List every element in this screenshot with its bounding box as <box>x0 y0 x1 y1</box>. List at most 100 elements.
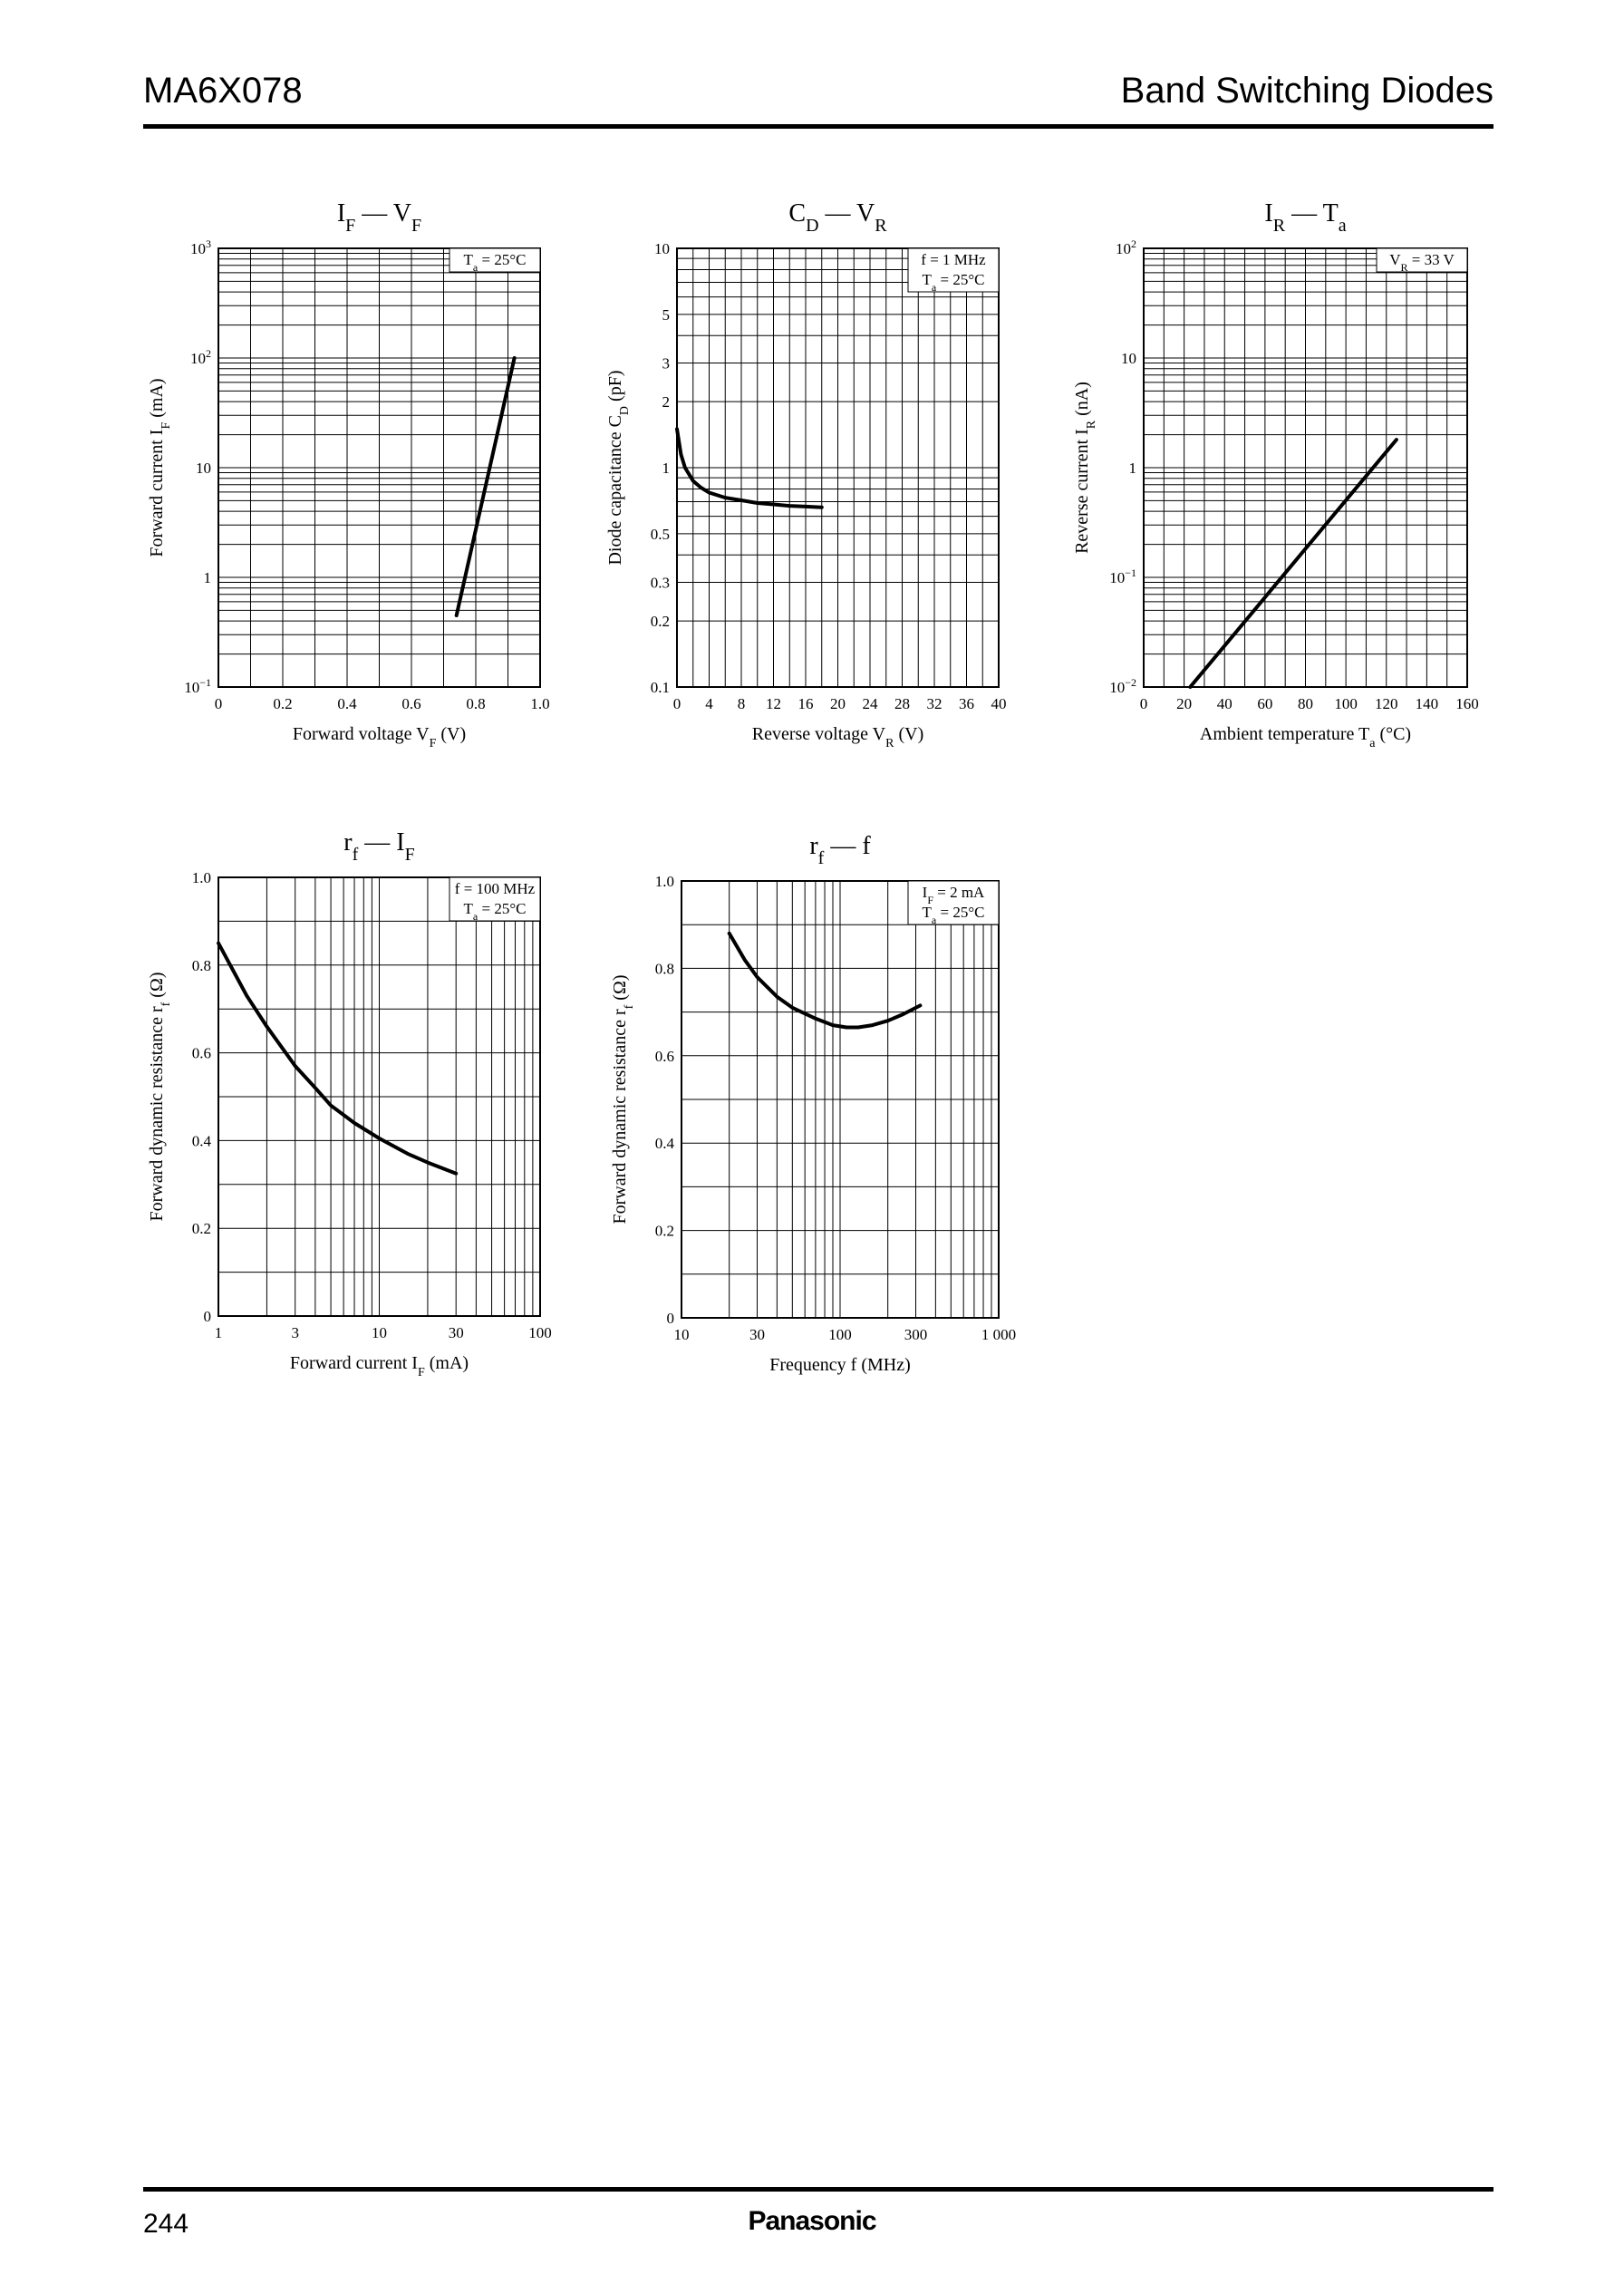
x-axis-label: Forward current IF (mA) <box>290 1353 469 1379</box>
condition-text: Ta = 25°C <box>923 904 985 926</box>
y-tick-label: 3 <box>662 355 671 373</box>
y-axis-label-text: Reverse current I <box>1072 429 1092 554</box>
y-axis-label-text: Forward dynamic resistance r <box>610 1009 630 1224</box>
x-tick-label: 100 <box>828 1326 852 1343</box>
plot-frame <box>1143 247 1468 688</box>
x-axis-label-sub: F <box>418 1366 425 1379</box>
x-axis-label-sub: R <box>885 737 894 750</box>
x-tick-text: 0 <box>1140 695 1148 712</box>
condition-value: = 33 V <box>1407 251 1455 268</box>
x-tick-text: 120 <box>1375 695 1398 712</box>
title-second-sub: a <box>1339 216 1347 236</box>
condition-text: f = 1 MHz <box>921 251 986 268</box>
condition-box <box>449 876 541 922</box>
condition-sub: a <box>932 281 937 294</box>
y-tick-label: 0 <box>204 1308 212 1325</box>
x-axis-label-text: Forward voltage V <box>293 724 430 744</box>
condition-label: V <box>1389 251 1401 268</box>
x-tick-label: 8 <box>738 695 746 712</box>
y-tick-base: 10 <box>1121 350 1136 367</box>
x-tick-label: 12 <box>766 695 781 712</box>
x-tick-text: 28 <box>894 695 910 712</box>
grid-if-vf <box>218 247 541 688</box>
x-tick-text: 100 <box>828 1326 852 1343</box>
condition-label: I <box>923 884 928 901</box>
title-main-sub: D <box>806 216 818 236</box>
condition-text: Ta = 25°C <box>923 271 985 294</box>
y-tick-base: 0.6 <box>655 1048 674 1065</box>
x-tick-label: 100 <box>1334 695 1358 712</box>
x-tick-label: 120 <box>1375 695 1398 712</box>
x-tick-label: 20 <box>830 695 846 712</box>
y-tick-label: 5 <box>662 306 671 324</box>
y-tick-label: 102 <box>1116 237 1136 257</box>
title-second: V <box>393 199 411 227</box>
x-tick-label: 10 <box>372 1324 387 1341</box>
x-tick-label: 4 <box>705 695 713 712</box>
condition-text: IF = 2 mA <box>923 884 985 906</box>
y-tick-exponent: −1 <box>1125 566 1136 579</box>
y-tick-label: 10 <box>1121 350 1136 367</box>
x-tick-text: 10 <box>372 1324 387 1341</box>
y-tick-label: 0.2 <box>651 613 670 630</box>
y-tick-exponent: 2 <box>1131 237 1136 250</box>
title-second: V <box>856 199 875 227</box>
title-dash: — <box>824 832 862 860</box>
x-tick-text: 0 <box>673 695 682 712</box>
x-tick-label: 100 <box>528 1324 552 1341</box>
grid-rf-f <box>681 880 1000 1319</box>
x-tick-label: 1 <box>215 1324 223 1341</box>
title-second: I <box>396 828 404 857</box>
y-tick-base: 10 <box>184 679 199 696</box>
title-main: r <box>343 828 353 857</box>
y-tick-label: 1 <box>204 569 212 586</box>
title-main: r <box>809 832 818 860</box>
condition-label: T <box>923 271 933 288</box>
x-tick-text: 60 <box>1257 695 1272 712</box>
x-axis-label-text: Frequency f <box>769 1355 856 1375</box>
y-tick-label: 0.2 <box>192 1220 211 1237</box>
chart-if-vf: Ta = 25°C0 0.2 0.4 0.6 0.8 1.010−1110102103IF… <box>147 199 550 750</box>
x-tick-text: 12 <box>766 695 781 712</box>
x-tick-text: 300 <box>904 1326 928 1343</box>
x-tick-label: 0.2 <box>273 695 292 712</box>
condition-label: T <box>464 251 474 268</box>
x-tick-label: 0.6 <box>401 695 420 712</box>
x-axis-label-text: Reverse voltage V <box>752 724 886 744</box>
x-axis-label-text: Ambient temperature T <box>1200 724 1369 744</box>
x-tick-label: 36 <box>959 695 974 712</box>
y-axis-label-text: Forward dynamic resistance r <box>147 1006 167 1221</box>
x-tick-text: 32 <box>927 695 942 712</box>
x-tick-label: 40 <box>991 695 1007 712</box>
x-tick-label: 30 <box>449 1324 464 1341</box>
chart-title: IF — VF <box>337 199 421 236</box>
y-tick-base: 1.0 <box>655 873 674 890</box>
y-tick-base: 10 <box>1109 569 1125 586</box>
y-axis-label-sub: f <box>160 1002 173 1006</box>
y-tick-label: 0.3 <box>651 575 670 592</box>
y-axis-label-sub: D <box>618 406 632 415</box>
plot-frame <box>218 876 541 1317</box>
x-tick-label: 0 <box>673 695 682 712</box>
x-axis-label-unit: (°C) <box>1375 724 1411 744</box>
x-tick-text: 40 <box>991 695 1007 712</box>
x-tick-text: 80 <box>1298 695 1313 712</box>
x-tick-text: 24 <box>863 695 879 712</box>
y-axis-label-unit: (mA) <box>147 378 167 421</box>
condition-text: VR = 33 V <box>1389 251 1455 274</box>
x-tick-label: 20 <box>1176 695 1192 712</box>
plot-frame <box>681 880 1000 1319</box>
y-tick-label: 10−2 <box>1109 676 1136 696</box>
title-main: I <box>1264 199 1272 227</box>
y-tick-base: 0.8 <box>192 957 211 974</box>
y-tick-base: 0.4 <box>655 1135 675 1152</box>
title-second-sub: R <box>875 216 887 236</box>
y-tick-label: 103 <box>190 237 211 257</box>
x-tick-text: 4 <box>705 695 713 712</box>
y-tick-base: 10 <box>654 240 670 257</box>
x-tick-label: 3 <box>291 1324 299 1341</box>
y-axis-label-unit: (pF) <box>605 370 625 405</box>
y-tick-label: 102 <box>190 347 211 367</box>
condition-label: f = 1 MHz <box>921 251 986 268</box>
